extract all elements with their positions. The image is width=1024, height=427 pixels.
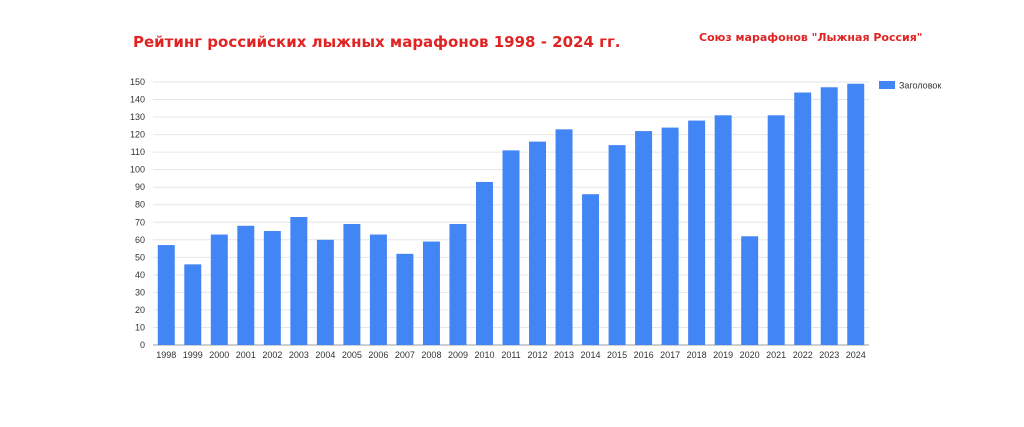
x-tick-label: 2013 <box>554 350 574 360</box>
x-tick-label: 2006 <box>368 350 388 360</box>
bar <box>820 87 838 345</box>
bar <box>396 253 414 345</box>
y-tick-label: 90 <box>135 182 145 192</box>
x-tick-label: 2019 <box>713 350 733 360</box>
bar <box>847 83 865 346</box>
bar <box>316 239 334 345</box>
x-tick-label: 2012 <box>528 350 548 360</box>
bar <box>741 236 759 345</box>
x-tick-label: 2001 <box>236 350 256 360</box>
bar <box>794 92 812 346</box>
legend: Заголовок <box>879 81 941 91</box>
bar <box>608 145 626 345</box>
y-tick-label: 120 <box>130 130 145 140</box>
chart-title: Рейтинг российских лыжных марафонов 1998… <box>133 33 621 51</box>
bar <box>184 264 202 345</box>
x-tick-label: 2020 <box>740 350 760 360</box>
legend-swatch <box>879 81 895 89</box>
bar <box>263 231 281 345</box>
y-tick-label: 40 <box>135 270 145 280</box>
bar <box>290 217 308 345</box>
bar <box>475 181 493 345</box>
x-tick-label: 2015 <box>607 350 627 360</box>
bar <box>343 224 361 345</box>
y-tick-label: 70 <box>135 217 145 227</box>
y-tick-label: 100 <box>130 165 145 175</box>
x-tick-label: 2000 <box>209 350 229 360</box>
x-tick-label: 2011 <box>501 350 520 360</box>
bar <box>688 120 706 345</box>
x-tick-label: 2016 <box>634 350 654 360</box>
bar <box>714 115 732 346</box>
bar <box>661 127 679 345</box>
bar <box>529 141 547 345</box>
x-tick-label: 2003 <box>289 350 309 360</box>
x-tick-label: 2017 <box>660 350 680 360</box>
x-tick-label: 2005 <box>342 350 362 360</box>
x-tick-label: 2010 <box>474 350 494 360</box>
bar <box>422 241 440 345</box>
y-tick-label: 80 <box>135 200 145 210</box>
bar <box>555 129 573 345</box>
x-tick-label: 1999 <box>183 350 203 360</box>
x-tick-label: 2004 <box>315 350 335 360</box>
bar <box>210 234 228 345</box>
x-tick-label: 2009 <box>448 350 468 360</box>
y-tick-label: 60 <box>135 235 145 245</box>
x-tick-label: 2008 <box>421 350 441 360</box>
y-tick-label: 30 <box>135 287 145 297</box>
x-tick-label: 2018 <box>687 350 707 360</box>
chart-subtitle: Союз марафонов "Лыжная Россия" <box>699 31 923 44</box>
bar <box>582 194 600 345</box>
x-tick-label: 2007 <box>395 350 415 360</box>
bar <box>369 234 387 345</box>
x-tick-label: 2022 <box>793 350 813 360</box>
x-tick-label: 2002 <box>262 350 282 360</box>
y-tick-label: 10 <box>135 322 145 332</box>
x-tick-label: 1998 <box>156 350 176 360</box>
y-tick-label: 150 <box>130 77 145 87</box>
bar <box>237 225 255 345</box>
y-tick-label: 20 <box>135 305 145 315</box>
bar <box>502 150 520 345</box>
x-tick-label: 2023 <box>819 350 839 360</box>
y-axis: 0 10 20 30 40 50 60 70 80 90 100 110 120 130 140 150 <box>130 77 145 350</box>
bar <box>635 131 653 345</box>
bar-series <box>157 83 865 346</box>
y-tick-label: 130 <box>130 112 145 122</box>
y-tick-label: 140 <box>130 95 145 105</box>
bar <box>157 245 175 345</box>
bar <box>767 115 785 346</box>
x-tick-label: 2021 <box>766 350 786 360</box>
legend-label: Заголовок <box>899 81 941 91</box>
x-tick-label: 2024 <box>846 350 866 360</box>
x-tick-label: 2014 <box>581 350 601 360</box>
bar <box>449 224 467 345</box>
y-tick-label: 110 <box>131 147 145 157</box>
y-tick-label: 50 <box>135 252 145 262</box>
x-axis: 1998 1999 2000 2001 2002 2003 2004 2005 2006 2007… <box>156 350 866 360</box>
y-tick-label: 0 <box>140 340 145 350</box>
